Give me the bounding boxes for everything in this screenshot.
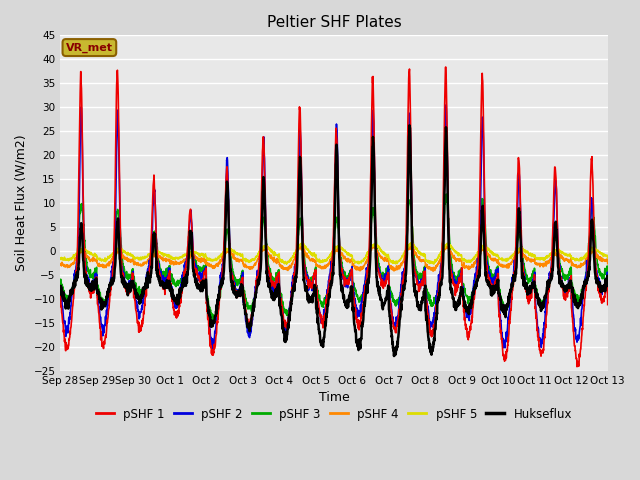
Legend: pSHF 1, pSHF 2, pSHF 3, pSHF 4, pSHF 5, Hukseflux: pSHF 1, pSHF 2, pSHF 3, pSHF 4, pSHF 5, … [92, 403, 577, 425]
Y-axis label: Soil Heat Flux (W/m2): Soil Heat Flux (W/m2) [15, 135, 28, 271]
X-axis label: Time: Time [319, 391, 349, 404]
Text: VR_met: VR_met [66, 42, 113, 53]
Title: Peltier SHF Plates: Peltier SHF Plates [267, 15, 401, 30]
